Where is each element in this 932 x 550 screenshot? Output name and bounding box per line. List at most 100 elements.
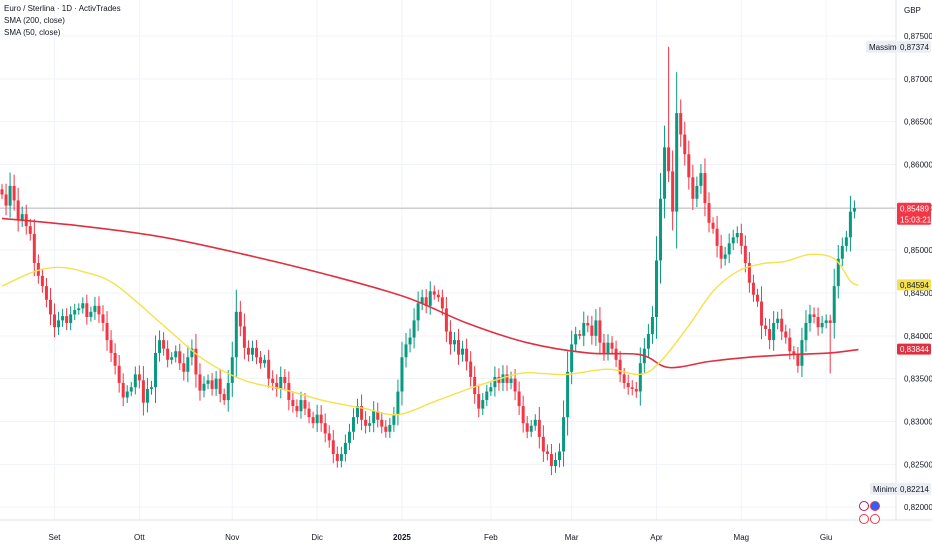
candle-body: [275, 382, 279, 389]
sma50-line: [1, 253, 859, 416]
sma50-legend-label[interactable]: SMA (50, close): [4, 28, 61, 37]
candle-body: [671, 171, 675, 212]
time-tick-label: Nov: [225, 533, 239, 542]
min-label-bg: [870, 482, 896, 495]
sma200-legend-label[interactable]: SMA (200, close): [4, 16, 65, 25]
candle-body: [457, 340, 461, 355]
candle-body: [760, 301, 764, 326]
candle-body: [234, 311, 238, 358]
candle-body: [36, 262, 40, 276]
candle-body: [299, 400, 303, 412]
candle-body: [840, 245, 844, 259]
candle-body: [48, 299, 52, 315]
candle-body: [465, 348, 469, 362]
candle-body: [553, 460, 557, 467]
candle-body: [715, 228, 719, 246]
candle-body: [586, 322, 590, 326]
candle-body: [501, 374, 505, 383]
candle-body: [141, 380, 145, 403]
candle-body: [755, 294, 759, 302]
candle-body: [452, 340, 456, 345]
candle-body: [396, 391, 400, 415]
split-icon[interactable]: [870, 514, 880, 524]
candle-body: [20, 214, 24, 221]
candle-body: [638, 363, 642, 392]
candle-body: [493, 376, 497, 388]
candle-body: [824, 320, 828, 323]
candle-body: [808, 314, 812, 323]
candle-body: [279, 376, 283, 389]
last-price-tag-bg: [897, 202, 931, 225]
candle-body: [727, 243, 731, 255]
dividend-icon[interactable]: [859, 514, 869, 524]
candle-body: [776, 318, 780, 323]
lightning-icon[interactable]: [859, 501, 869, 511]
candle-body: [331, 440, 335, 455]
candle-body: [606, 342, 610, 353]
candle-body: [343, 442, 347, 455]
candle-body: [517, 391, 521, 407]
candle-body: [8, 185, 12, 206]
candle-body: [521, 406, 525, 424]
max-value-bg: [897, 40, 931, 53]
candle-body: [12, 185, 16, 201]
candle-body: [218, 378, 222, 395]
candle-body: [505, 374, 509, 383]
candle-body: [347, 431, 351, 443]
time-axis[interactable]: Set Ott Nov Dic 2025 Feb Mar Apr Mag Giu: [49, 533, 833, 542]
candle-body: [380, 419, 384, 427]
instrument-title[interactable]: Euro / Sterlina · 1D · ActivTrades: [4, 4, 121, 13]
time-tick-label: Giu: [820, 533, 832, 542]
candle-body: [158, 340, 162, 353]
candle-body: [65, 316, 69, 323]
candle-body: [541, 436, 545, 452]
candle-body: [663, 147, 667, 199]
candle-body: [707, 203, 711, 223]
sma200-line: [1, 217, 859, 369]
candle-body: [582, 322, 586, 336]
candle-body: [549, 454, 553, 467]
candle-body: [812, 314, 816, 317]
sma200-tag-text: 0,83844: [900, 345, 929, 354]
sma50-tag-bg: [897, 279, 931, 291]
candle-body: [388, 424, 392, 432]
candle-body: [259, 357, 263, 364]
candle-body: [497, 376, 501, 383]
candle-body: [295, 406, 299, 412]
candle-body: [768, 328, 772, 341]
candle-body: [598, 320, 602, 343]
candle-body: [73, 310, 77, 315]
candle-body: [335, 454, 339, 461]
candle-body: [97, 305, 101, 315]
candle-body: [489, 387, 493, 392]
candle-body: [683, 134, 687, 155]
candle-body: [154, 352, 158, 388]
candle-body: [303, 400, 307, 409]
candle-body: [384, 426, 388, 432]
candle-body: [574, 334, 578, 345]
candle-body: [844, 237, 848, 246]
candle-body: [525, 423, 529, 432]
candle-body: [53, 314, 57, 328]
candle-body: [723, 254, 727, 259]
candle-body: [679, 113, 683, 135]
candle-body: [634, 388, 638, 392]
price-axis[interactable]: 0,875000,870000,865000,860000,855000,850…: [904, 32, 932, 512]
candle-body: [626, 382, 630, 388]
min-value-bg: [897, 482, 931, 495]
event-icon[interactable]: [870, 501, 880, 511]
candle-body: [420, 297, 424, 304]
candle-body: [578, 334, 582, 336]
candle-body: [226, 382, 230, 401]
currency-label[interactable]: GBP: [904, 6, 921, 15]
candle-body: [137, 374, 141, 381]
candle-body: [699, 173, 703, 186]
candle-body: [238, 311, 242, 327]
candle-body: [529, 425, 533, 432]
candle-body: [250, 347, 254, 355]
price-tick-label: 0,83000: [904, 417, 932, 426]
candle-body: [77, 308, 81, 311]
price-tick-label: 0,86500: [904, 118, 932, 127]
price-tick-label: 0,83500: [904, 375, 932, 384]
